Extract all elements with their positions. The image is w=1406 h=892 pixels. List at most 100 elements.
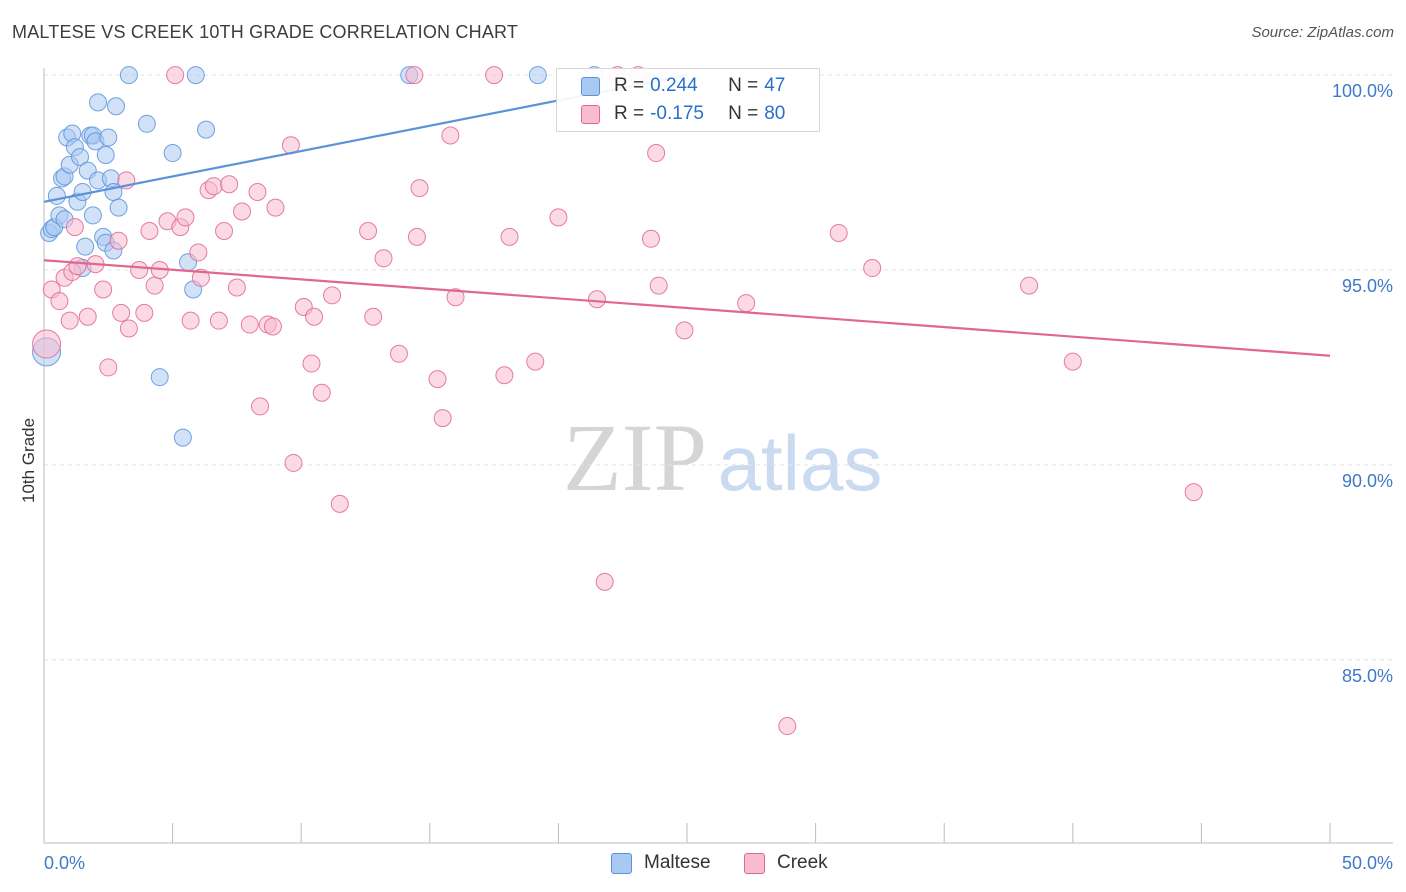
series-legend-maltese[interactable]: Maltese [611,852,711,874]
point-creek [495,366,514,385]
x-tick-label: 50.0% [1342,853,1393,873]
point-maltese [71,147,90,166]
point-maltese [186,66,205,85]
point-creek [829,223,848,242]
legend-r-label: R = [614,103,645,124]
point-maltese [109,198,128,217]
point-creek [204,177,223,196]
point-creek [135,303,154,322]
y-tick-label: 95.0% [1342,276,1393,296]
point-creek [50,292,69,311]
point-creek [65,218,84,237]
point-creek [240,315,259,334]
point-creek [251,397,270,416]
point-maltese [107,97,126,116]
x-tick-label: 0.0% [44,853,85,873]
point-creek [227,278,246,297]
point-creek [647,144,666,163]
y-tick-label: 90.0% [1342,471,1393,491]
point-creek [78,307,97,326]
point-creek [145,276,164,295]
point-maltese [197,120,216,139]
point-creek [359,222,378,241]
point-creek [119,319,138,338]
point-maltese [96,145,115,164]
point-creek [595,572,614,591]
point-creek [32,329,62,359]
point-creek [305,307,324,326]
watermark-zip: ZIP [563,404,707,511]
point-creek [312,383,331,402]
point-creek [1184,483,1203,502]
point-creek [263,317,282,336]
point-creek [302,354,321,373]
point-creek [248,183,267,202]
point-creek [526,352,545,371]
point-creek [266,198,285,217]
point-creek [189,243,208,262]
point-maltese [119,66,138,85]
chart-title: MALTESE VS CREEK 10TH GRADE CORRELATION … [12,22,519,42]
point-creek [446,288,465,307]
point-creek [176,208,195,227]
trend-line-creek [43,259,1331,357]
point-maltese [83,206,102,225]
legend-swatch-creek [581,104,600,124]
point-maltese [173,428,192,447]
point-creek [209,311,228,330]
point-creek [99,358,118,377]
point-creek [405,66,424,85]
point-creek [737,294,756,313]
point-creek [374,249,393,268]
point-creek [94,280,113,299]
point-creek [112,303,131,322]
series-legend: Maltese Creek [0,852,1406,878]
point-creek [60,311,79,330]
series-swatch-maltese [611,852,632,874]
point-creek [68,257,87,276]
point-creek [364,307,383,326]
y-tick-label: 100.0% [1332,81,1393,101]
point-creek [330,494,349,513]
point-creek [641,229,660,248]
point-maltese [137,114,156,133]
series-name-maltese: Maltese [644,852,711,873]
series-name-creek: Creek [777,852,828,873]
point-creek [284,453,303,472]
point-creek [166,66,185,85]
point-creek [191,268,210,287]
point-creek [220,175,239,194]
point-creek [410,179,429,198]
series-legend-creek[interactable]: Creek [744,852,828,874]
legend-n-label: N = [728,103,759,124]
point-creek [675,321,694,340]
source-label: Source: ZipAtlas.com [1251,24,1394,41]
legend-row-maltese: R = 0.244 N = 47 [581,72,785,100]
series-swatch-creek [744,852,765,874]
point-maltese [47,186,66,205]
point-creek [485,66,504,85]
watermark-atlas: atlas [718,419,883,507]
point-creek [389,344,408,363]
legend-n-value: 47 [764,75,786,96]
point-creek [1020,276,1039,295]
legend-r-label: R = [614,75,645,96]
legend-r-value: 0.244 [650,75,698,96]
legend-r-value: -0.175 [650,103,704,124]
point-maltese [528,66,547,85]
point-creek [407,227,426,246]
point-creek [323,286,342,305]
point-maltese [99,128,118,147]
y-tick-label: 85.0% [1342,666,1393,686]
point-maltese [150,368,169,387]
legend-swatch-maltese [581,76,600,96]
legend-n-value: 80 [764,103,786,124]
point-creek [109,231,128,250]
point-creek [140,222,159,241]
legend-row-creek: R = -0.175 N = 80 [581,100,785,128]
point-creek [428,370,447,389]
point-creek [181,311,200,330]
point-creek [433,409,452,428]
point-creek [649,276,668,295]
